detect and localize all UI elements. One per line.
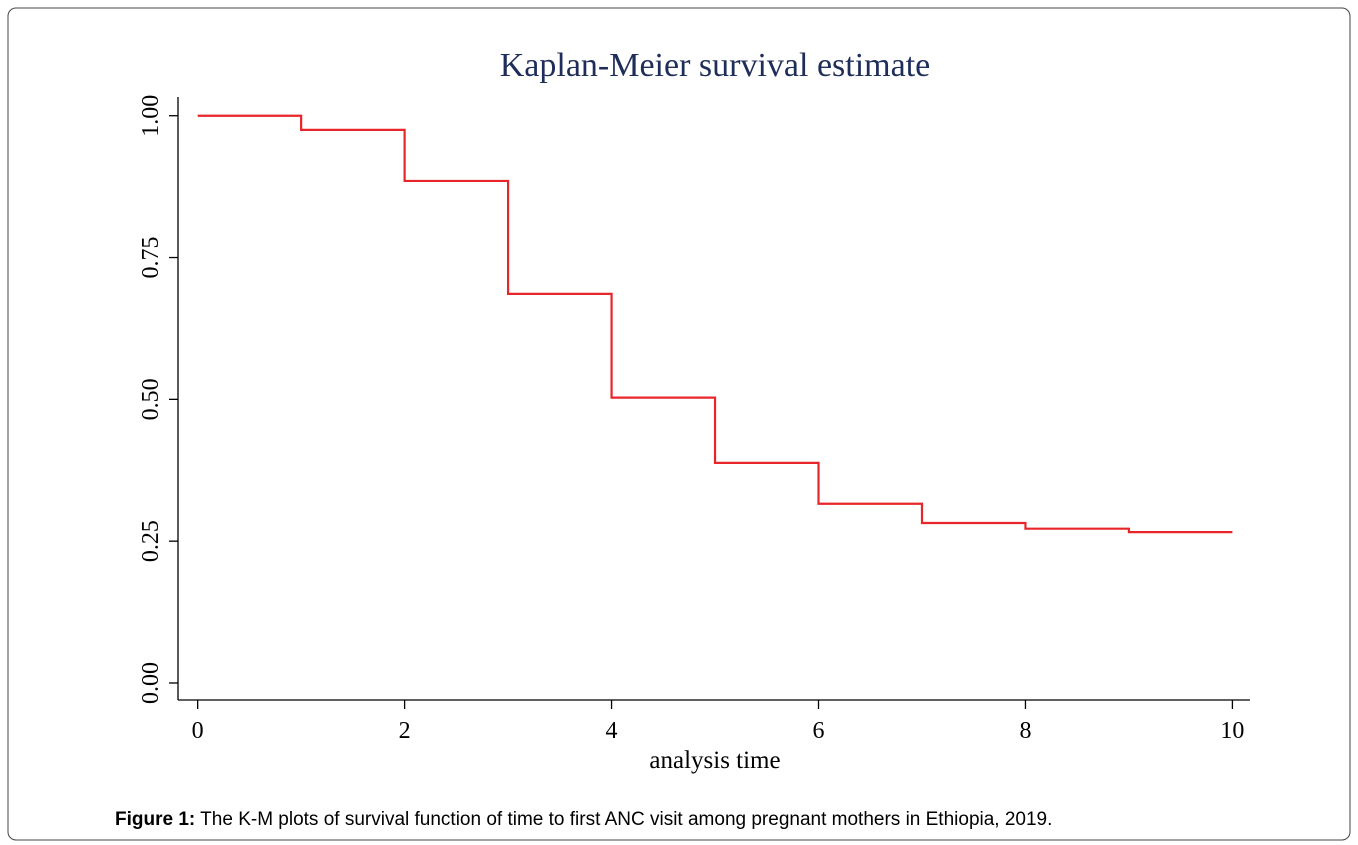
y-tick-label: 0.00 (138, 662, 164, 704)
x-tick-label: 2 (399, 718, 411, 744)
x-tick-label: 8 (1019, 718, 1031, 744)
caption: Figure 1: The K-M plots of survival func… (115, 809, 1052, 830)
chart-title: Kaplan-Meier survival estimate (500, 47, 931, 84)
caption-text: The K-M plots of survival function of ti… (200, 809, 1052, 830)
plot: 0.00 0.25 0.50 0.75 1.00 0 2 4 6 8 10 (138, 95, 1250, 744)
x-tick-label: 0 (192, 718, 204, 744)
frame (7, 7, 1351, 841)
y-tick-label: 0.50 (138, 378, 164, 420)
survival-line (197, 114, 1233, 534)
x-axis-label: analysis time (649, 747, 780, 774)
y-tick-label: 0.75 (138, 237, 164, 279)
y-tick-label: 1.00 (138, 95, 164, 137)
x-tick-label: 10 (1220, 718, 1244, 744)
caption-label: Figure 1: (115, 809, 195, 830)
y-tick-label: 0.25 (138, 520, 164, 562)
x-tick-label: 6 (813, 718, 825, 744)
x-tick-label: 4 (606, 718, 618, 744)
